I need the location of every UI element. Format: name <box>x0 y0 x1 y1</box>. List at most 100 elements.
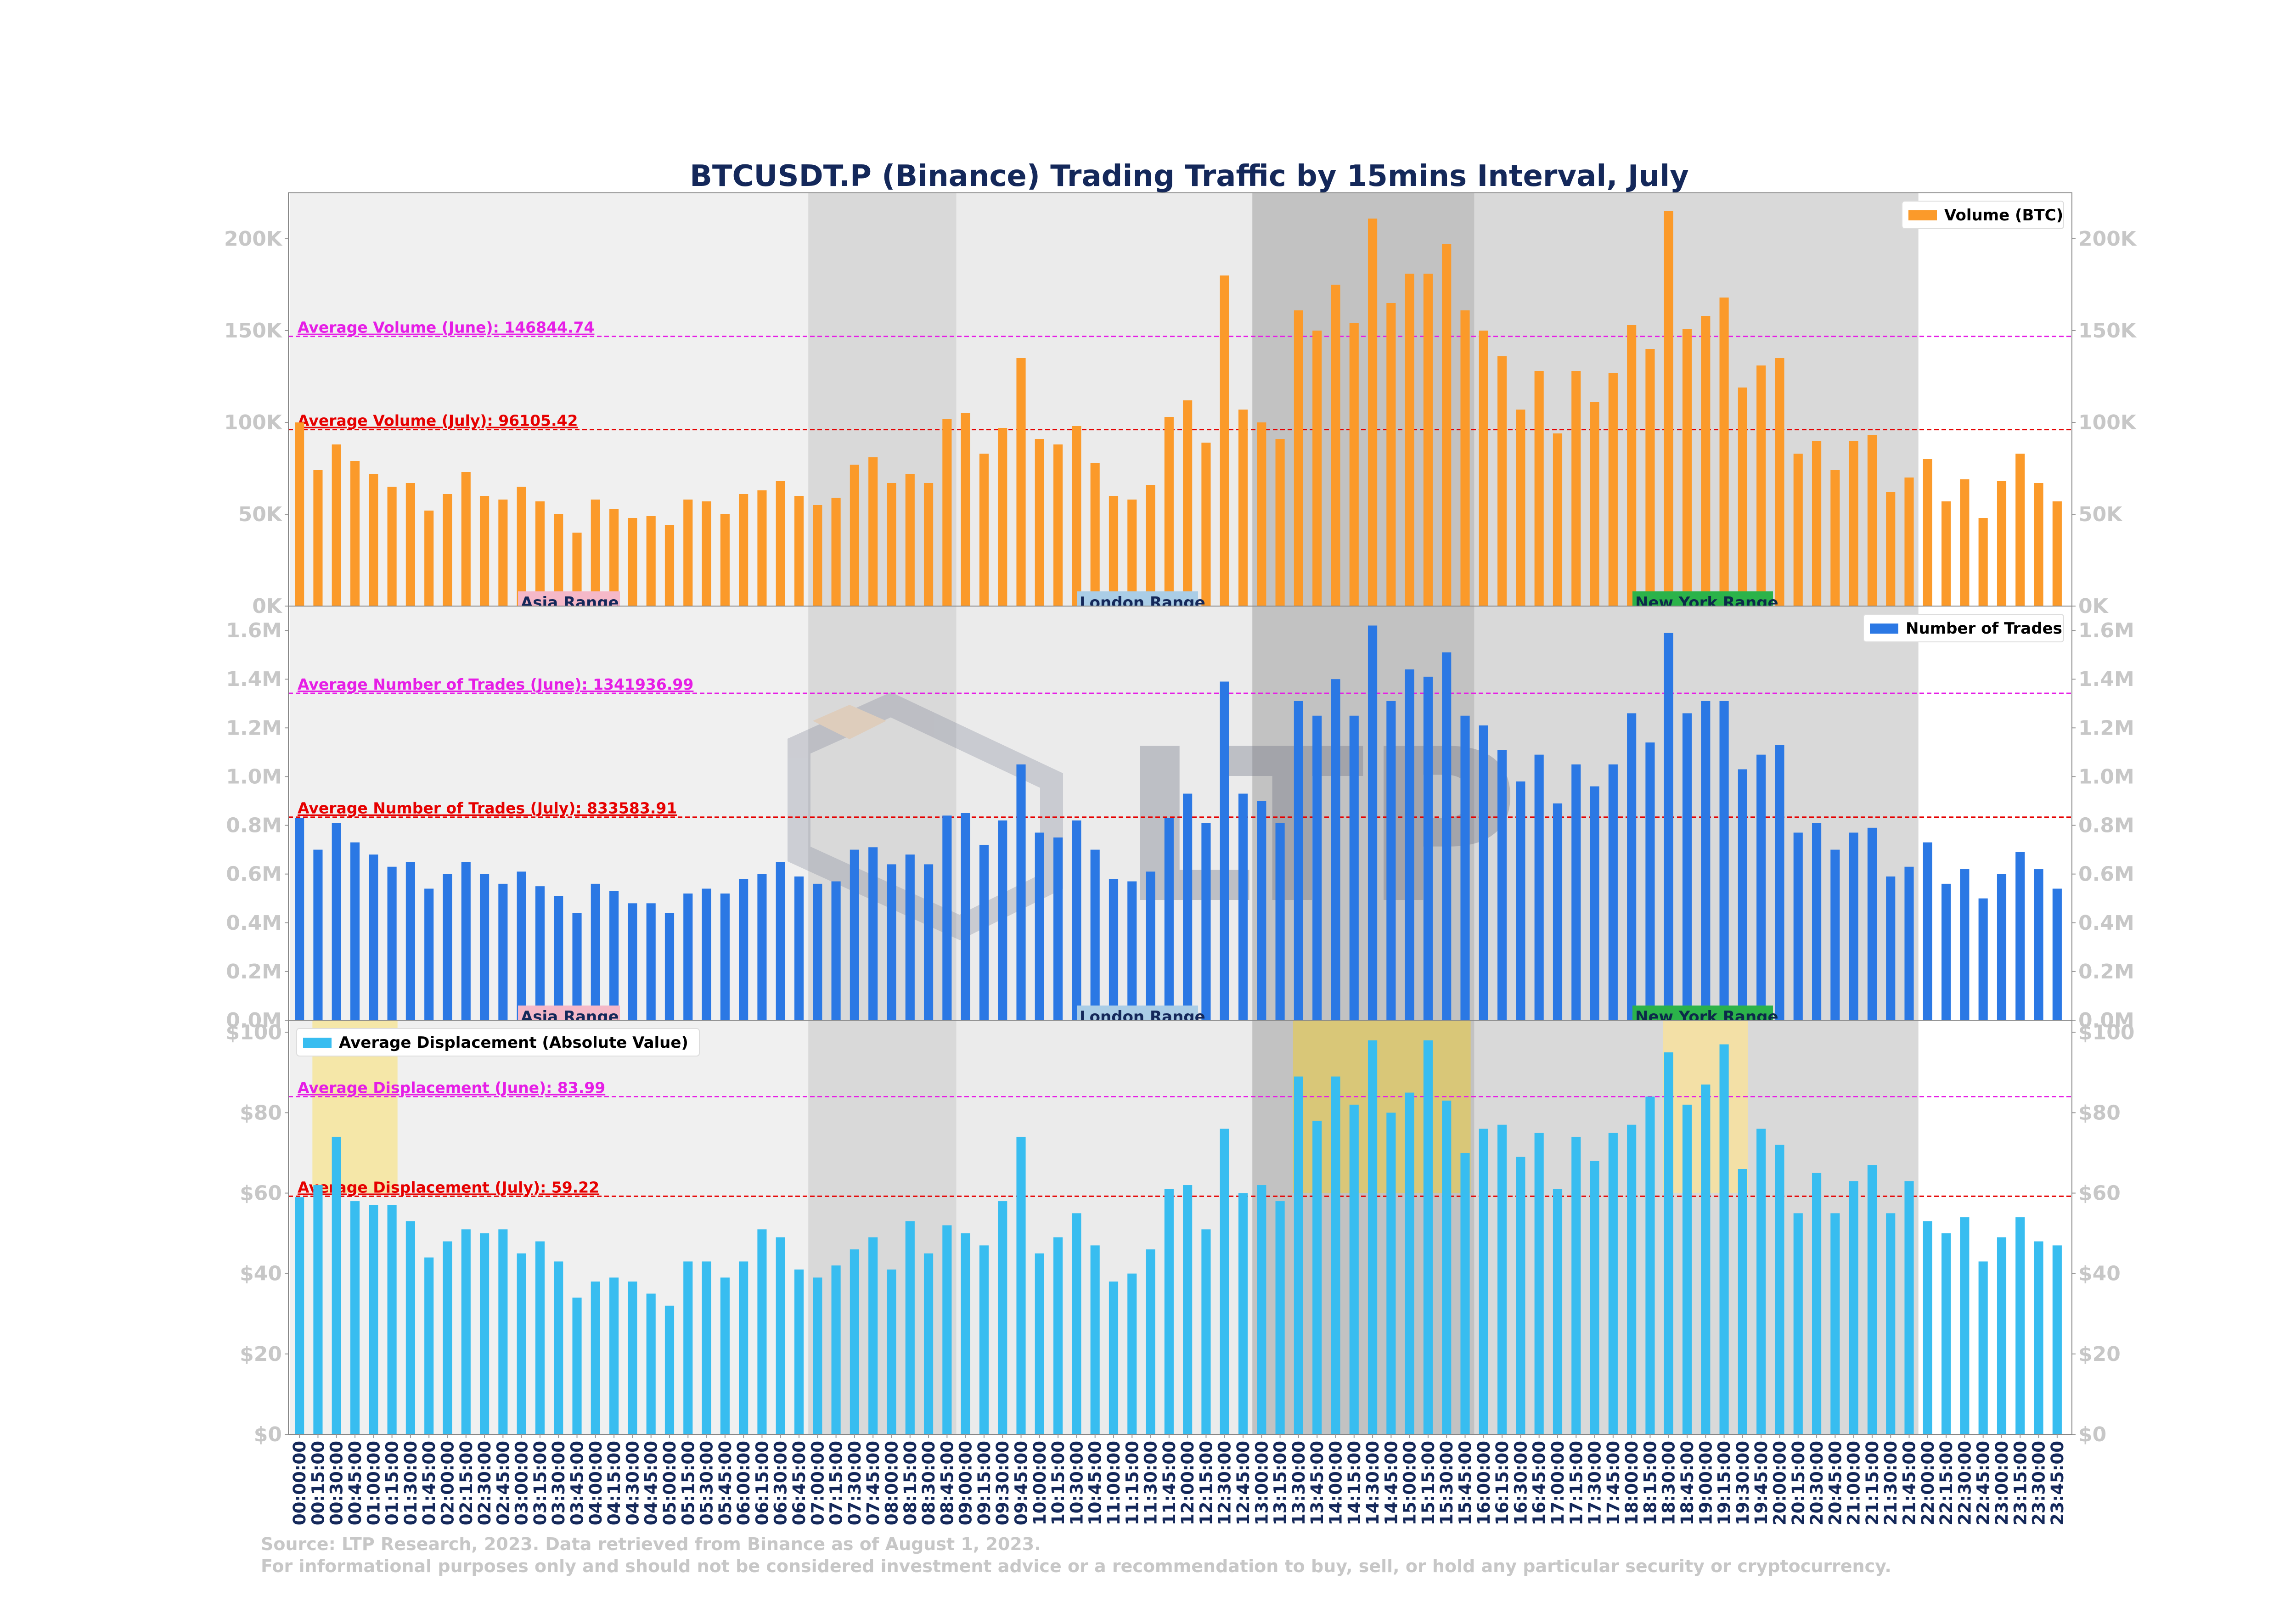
bar <box>1719 298 1729 606</box>
x-tick-label: 03:30:00 <box>549 1441 568 1525</box>
bar <box>1738 769 1747 1020</box>
x-tick-label: 02:30:00 <box>475 1441 495 1525</box>
x-tick-label: 20:00:00 <box>1770 1441 1790 1525</box>
bar <box>905 474 915 606</box>
bar <box>609 1277 619 1434</box>
bar <box>1830 470 1840 606</box>
y-tick-label-left: 0K <box>252 595 283 618</box>
bar <box>868 457 878 606</box>
bar <box>1183 793 1193 1020</box>
legend-box <box>1902 201 2064 229</box>
bar <box>1275 439 1285 606</box>
bar <box>1294 310 1303 606</box>
bar <box>1849 832 1858 1020</box>
bar <box>1146 1249 1155 1434</box>
y-tick-label-left: 1.0M <box>226 765 282 788</box>
x-tick-label: 23:00:00 <box>1992 1441 2012 1525</box>
y-tick-label-left: 200K <box>224 227 283 251</box>
bar <box>424 888 434 1020</box>
bar <box>2034 869 2043 1020</box>
x-tick-label: 22:30:00 <box>1955 1441 1975 1525</box>
session-shade <box>1474 193 1919 606</box>
x-tick-label: 03:00:00 <box>512 1441 532 1525</box>
bar <box>1978 898 1988 1020</box>
bar <box>942 1225 952 1434</box>
bar <box>794 876 804 1020</box>
x-tick-label: 01:15:00 <box>383 1441 402 1525</box>
bar <box>2052 888 2062 1020</box>
x-tick-label: 13:30:00 <box>1289 1441 1309 1525</box>
bar <box>1904 866 1914 1020</box>
bar <box>1571 371 1581 606</box>
bar <box>887 483 896 606</box>
bar <box>794 496 804 606</box>
bar <box>813 505 822 606</box>
x-tick-label: 10:15:00 <box>1048 1441 1068 1525</box>
bar <box>554 514 563 606</box>
x-tick-label: 11:00:00 <box>1104 1441 1124 1525</box>
bar <box>1701 701 1711 1020</box>
x-tick-label: 15:00:00 <box>1400 1441 1420 1525</box>
bar <box>405 1221 415 1434</box>
bar <box>1645 1096 1655 1434</box>
x-tick-label: 02:45:00 <box>493 1441 513 1525</box>
x-tick-label: 15:15:00 <box>1418 1441 1438 1525</box>
x-tick-label: 14:00:00 <box>1326 1441 1345 1525</box>
bar <box>369 1205 378 1434</box>
y-tick-label-right: $80 <box>2078 1101 2121 1124</box>
bar <box>332 823 341 1020</box>
bar <box>979 1245 989 1434</box>
bar <box>313 1185 323 1434</box>
bar <box>1497 356 1507 606</box>
bar <box>702 888 711 1020</box>
x-tick-label: 07:45:00 <box>863 1441 883 1525</box>
panel-frame <box>288 1020 2072 1435</box>
x-tick-label: 04:00:00 <box>586 1441 606 1525</box>
bar <box>369 854 378 1020</box>
bar <box>1775 1145 1784 1434</box>
bar <box>1608 373 1618 606</box>
bar <box>1442 1101 1452 1434</box>
bar <box>1275 1201 1285 1434</box>
bar <box>1220 1129 1229 1434</box>
bar <box>998 1201 1007 1434</box>
bar <box>498 883 508 1020</box>
bar <box>1127 500 1137 606</box>
bar <box>1201 443 1211 606</box>
bar <box>1516 410 1525 606</box>
chart-title: BTCUSDT.P (Binance) Trading Traffic by 1… <box>690 159 1689 193</box>
bar <box>1367 219 1378 606</box>
bar <box>1923 1221 1932 1434</box>
bar <box>979 454 989 606</box>
x-tick-label: 11:45:00 <box>1159 1441 1179 1525</box>
bar <box>1035 439 1044 606</box>
bar <box>461 472 471 606</box>
bar <box>424 1257 434 1434</box>
x-tick-label: 05:30:00 <box>697 1441 717 1525</box>
x-tick-label: 18:30:00 <box>1659 1441 1679 1525</box>
session-shade <box>808 1020 957 1434</box>
bar <box>1183 400 1193 606</box>
bar <box>1553 803 1563 1020</box>
bar <box>1793 832 1803 1020</box>
bar <box>1793 454 1803 606</box>
bar <box>1516 781 1525 1020</box>
bar <box>1257 1185 1266 1434</box>
x-tick-label: 09:45:00 <box>1012 1441 1031 1525</box>
bar <box>443 874 452 1020</box>
bar <box>517 487 526 606</box>
bar <box>1682 329 1692 606</box>
bar <box>295 818 304 1020</box>
watermark-shape <box>788 692 1063 940</box>
bar <box>887 864 896 1020</box>
bar <box>2015 852 2025 1020</box>
y-tick-label-left: $40 <box>240 1262 282 1286</box>
bar <box>1312 331 1322 606</box>
bar <box>498 500 508 606</box>
bar <box>1960 869 1970 1020</box>
bar <box>720 514 730 606</box>
bar <box>831 1265 841 1434</box>
bar <box>1590 786 1599 1020</box>
bar <box>1072 426 1081 606</box>
